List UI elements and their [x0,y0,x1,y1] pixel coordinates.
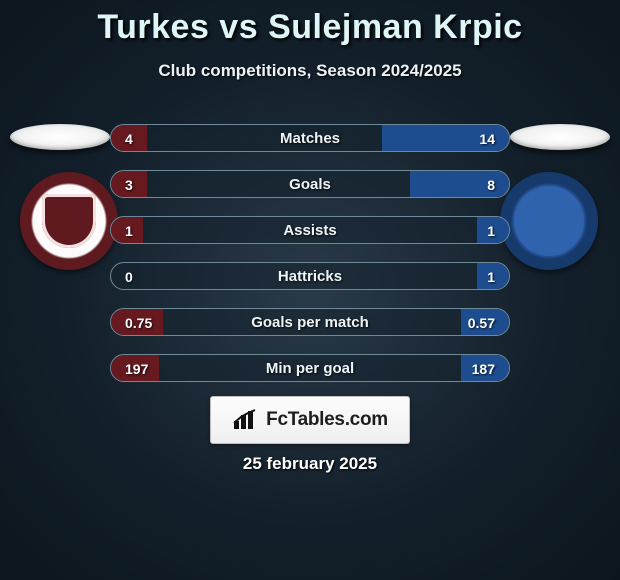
stat-label: Goals [111,171,509,198]
stat-pill: 3 Goals 8 [110,170,510,198]
stat-pill: 197 Min per goal 187 [110,354,510,382]
shield-icon [42,194,96,248]
stat-pill: 1 Assists 1 [110,216,510,244]
stat-label: Goals per match [111,309,509,336]
stat-label: Matches [111,125,509,152]
bars-icon [232,409,260,431]
stat-label: Assists [111,217,509,244]
right-club-crest [500,172,598,270]
source-label: FcTables.com [266,409,388,431]
left-player-oval [10,124,110,150]
subtitle: Club competitions, Season 2024/2025 [0,61,620,81]
stat-row: 197 Min per goal 187 [110,354,510,382]
right-value: 187 [472,355,495,382]
right-value: 0.57 [468,309,495,336]
source-badge[interactable]: FcTables.com [210,396,410,444]
stat-pill: 0 Hattricks 1 [110,262,510,290]
right-player-oval [510,124,610,150]
stat-row: 0.75 Goals per match 0.57 [110,308,510,336]
right-value: 1 [487,263,495,290]
stat-label: Min per goal [111,355,509,382]
shield-icon [514,186,584,256]
stat-label: Hattricks [111,263,509,290]
stat-row: 3 Goals 8 [110,170,510,198]
right-value: 8 [487,171,495,198]
date-label: 25 february 2025 [0,454,620,474]
stat-pill: 4 Matches 14 [110,124,510,152]
stat-pill: 0.75 Goals per match 0.57 [110,308,510,336]
stat-row: 1 Assists 1 [110,216,510,244]
left-club-crest [20,172,118,270]
right-value: 14 [479,125,495,152]
page-title: Turkes vs Sulejman Krpic [0,0,620,47]
stat-row: 0 Hattricks 1 [110,262,510,290]
comparison-card: Turkes vs Sulejman Krpic Club competitio… [0,0,620,580]
right-value: 1 [487,217,495,244]
stat-row: 4 Matches 14 [110,124,510,152]
